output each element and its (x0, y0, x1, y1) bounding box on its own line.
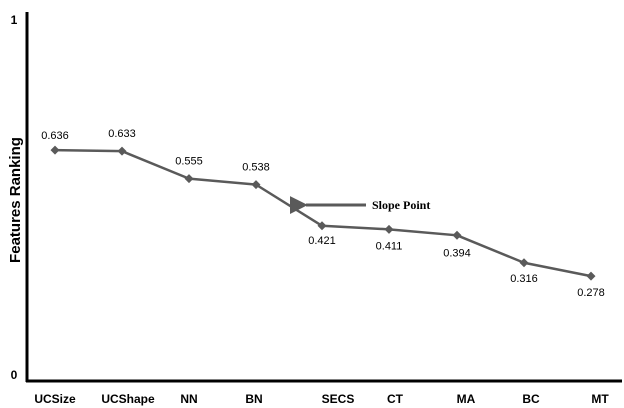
data-label: 0.278 (577, 287, 605, 299)
slope-point-annotation: Slope Point (372, 198, 430, 212)
x-tick-label: CT (387, 392, 404, 406)
y-tick-label-top: 1 (11, 13, 18, 27)
data-label: 0.394 (443, 247, 471, 259)
x-tick-label: UCShape (101, 392, 155, 406)
x-tick-label: MT (591, 392, 609, 406)
x-tick-labels: UCSize UCShape NN BN SECS CT MA BC MT (34, 392, 609, 406)
data-label: 0.316 (510, 273, 538, 285)
y-tick-label-bottom: 0 (11, 368, 18, 382)
data-point-marker (185, 174, 194, 183)
data-label: 0.633 (108, 128, 136, 140)
data-label: 0.538 (242, 162, 270, 174)
data-point-marker (453, 231, 462, 240)
data-label: 0.636 (41, 130, 69, 142)
data-point-marker (520, 258, 529, 267)
x-tick-label: BN (245, 392, 262, 406)
x-tick-label: UCSize (34, 392, 76, 406)
y-axis-title: Features Ranking (7, 137, 24, 263)
data-label: 0.555 (175, 156, 203, 168)
data-point-marker (51, 146, 60, 155)
x-tick-label: SECS (322, 392, 355, 406)
x-tick-label: BC (522, 392, 540, 406)
data-point-marker (385, 225, 394, 234)
data-markers (51, 146, 596, 281)
series-line (55, 150, 591, 276)
data-label: 0.411 (376, 240, 403, 252)
x-tick-label: NN (180, 392, 197, 406)
data-point-marker (587, 272, 596, 281)
data-label: 0.421 (308, 235, 336, 247)
x-tick-label: MA (457, 392, 476, 406)
data-point-marker (118, 147, 127, 156)
